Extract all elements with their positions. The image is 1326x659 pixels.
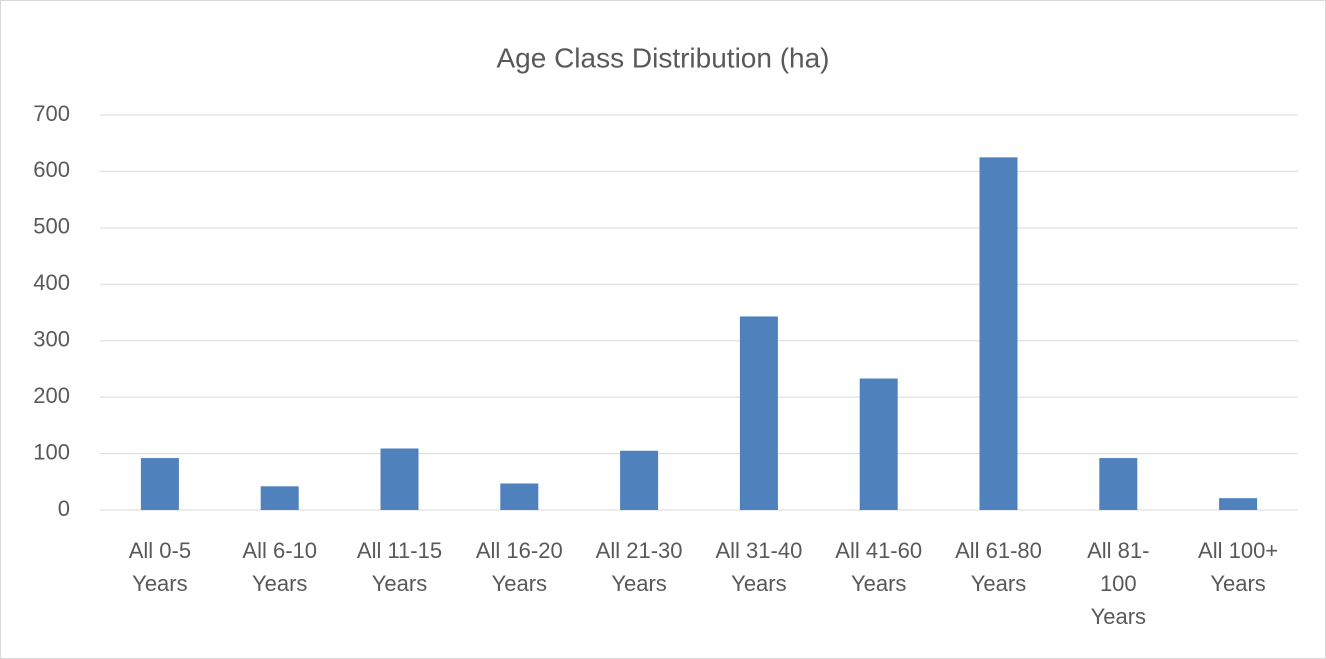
x-tick-label-line: All 16-20 — [476, 538, 563, 563]
x-tick-label-line: All 31-40 — [715, 538, 802, 563]
y-tick-label: 200 — [33, 383, 70, 408]
x-tick-label-line: All 81- — [1087, 538, 1149, 563]
x-tick-label-line: All 41-60 — [835, 538, 922, 563]
x-tick-label-line: Years — [372, 571, 427, 596]
y-tick-label: 700 — [33, 101, 70, 126]
x-tick-label: All 0-5 Years — [129, 538, 191, 596]
x-tick-label-line: Years — [731, 571, 786, 596]
x-tick-label: All 41-60 Years — [835, 538, 922, 596]
x-tick-label-line: Years — [851, 571, 906, 596]
x-tick-label-line: 100 — [1100, 571, 1137, 596]
y-tick-label: 100 — [33, 439, 70, 464]
bar — [859, 378, 898, 510]
x-tick-label-line: All 6-10 — [242, 538, 317, 563]
y-tick-label: 300 — [33, 327, 70, 352]
y-tick-label: 400 — [33, 270, 70, 295]
x-tick-label-line: All 11-15 — [357, 538, 442, 563]
x-tick-label-line: Years — [252, 571, 307, 596]
y-tick-label: 600 — [33, 157, 70, 182]
bar — [260, 486, 299, 510]
x-tick-label-line: All 100+ — [1198, 538, 1278, 563]
x-tick-label: All 100+ Years — [1198, 538, 1278, 596]
chart-title: Age Class Distribution (ha) — [496, 42, 829, 73]
x-tick-label-line: All 0-5 — [129, 538, 191, 563]
bar — [140, 458, 179, 510]
x-tick-label-line: Years — [1091, 604, 1146, 629]
x-tick-label-line: All 61-80 — [955, 538, 1042, 563]
y-tick-label: 0 — [58, 496, 70, 521]
y-tick-label: 500 — [33, 214, 70, 239]
x-tick-label: All 31-40 Years — [715, 538, 802, 596]
bar — [1099, 458, 1138, 510]
x-tick-label: All 21-30 Years — [596, 538, 683, 596]
bar — [620, 450, 659, 510]
x-tick-label: All 81- 100 Years — [1087, 538, 1149, 629]
x-tick-label: All 61-80 Years — [955, 538, 1042, 596]
bar — [739, 316, 778, 510]
x-tick-label-line: Years — [132, 571, 187, 596]
x-tick-label-line: Years — [1210, 571, 1265, 596]
x-tick-label: All 16-20 Years — [476, 538, 563, 596]
x-tick-label-line: Years — [611, 571, 666, 596]
x-tick-label-line: Years — [971, 571, 1026, 596]
bar — [1219, 498, 1258, 510]
x-tick-label-line: Years — [492, 571, 547, 596]
x-tick-label: All 6-10 Years — [242, 538, 317, 596]
x-tick-label: All 11-15 Years — [357, 538, 442, 596]
x-tick-label-line: All 21-30 — [596, 538, 683, 563]
bar — [979, 157, 1018, 511]
bar — [380, 448, 419, 510]
bar — [500, 483, 539, 510]
